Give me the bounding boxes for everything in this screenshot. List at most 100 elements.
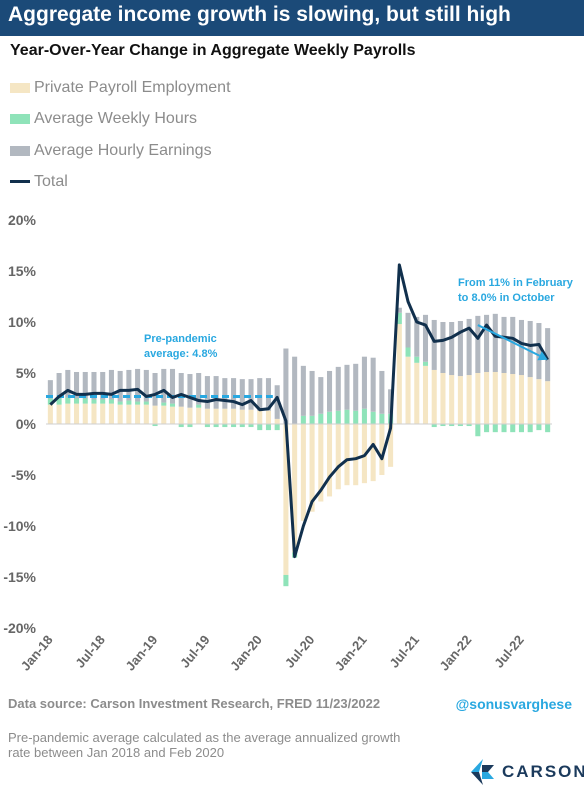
bar-employment	[440, 373, 446, 424]
bar-earnings	[169, 368, 176, 404]
bar-earnings	[178, 373, 184, 407]
bar-hours	[257, 424, 263, 431]
bar-employment	[82, 403, 88, 424]
bar-hours	[196, 404, 202, 408]
bar-hours	[318, 413, 324, 424]
bar-employment	[318, 424, 324, 502]
bar-employment	[353, 424, 359, 486]
bar-employment	[379, 424, 385, 475]
bar-employment	[457, 376, 463, 424]
bar-hours	[56, 398, 62, 405]
bar-employment	[248, 409, 254, 424]
bar-earnings	[370, 357, 376, 412]
bar-hours	[178, 424, 184, 428]
bar-employment	[475, 373, 481, 424]
bar-earnings	[91, 371, 97, 400]
bar-employment	[65, 403, 71, 424]
bar-employment	[484, 371, 490, 424]
author-handle[interactable]: @sonusvarghese	[455, 696, 572, 712]
bar-hours	[492, 424, 498, 433]
y-tick-label: 0%	[16, 416, 37, 432]
bar-employment	[501, 373, 507, 424]
bar-employment	[100, 403, 106, 424]
bar-employment	[283, 424, 289, 575]
bar-hours	[449, 424, 455, 427]
bar-hours	[361, 408, 367, 424]
bar-earnings	[475, 315, 481, 373]
bar-hours	[100, 399, 106, 404]
legend-swatch-hours	[10, 114, 30, 124]
x-tick-label: Jul-18	[72, 632, 108, 670]
bar-hours	[300, 415, 306, 424]
bar-earnings	[431, 319, 437, 370]
prepandemic-annotation-line2: average: 4.8%	[144, 348, 218, 360]
bars-group	[47, 307, 551, 587]
bar-employment	[536, 379, 542, 424]
bar-hours	[222, 424, 228, 428]
y-tick-label: -5%	[11, 467, 36, 483]
bar-hours	[231, 424, 237, 428]
bar-hours	[91, 399, 97, 404]
bar-earnings	[161, 368, 167, 403]
trend-arrow-line	[477, 324, 541, 357]
bar-employment	[213, 408, 219, 424]
bar-earnings	[74, 371, 80, 399]
bar-employment	[196, 407, 202, 424]
bar-hours	[414, 356, 420, 363]
bar-earnings	[396, 307, 402, 313]
bar-earnings	[56, 373, 62, 399]
x-tick-label: Jul-20	[282, 632, 318, 670]
bar-earnings	[196, 373, 202, 405]
y-tick-label: -15%	[3, 569, 36, 585]
x-tick-label: Jan-22	[436, 632, 474, 673]
bar-earnings	[327, 370, 333, 412]
x-tick-label: Jul-21	[386, 632, 422, 670]
bar-employment	[449, 375, 455, 424]
bar-employment	[91, 403, 97, 424]
bar-earnings	[422, 314, 429, 362]
bar-hours	[274, 424, 280, 431]
bar-employment	[300, 424, 306, 521]
bar-hours	[309, 415, 315, 424]
bar-employment	[257, 410, 263, 424]
bar-employment	[187, 407, 193, 424]
bar-hours	[370, 411, 376, 424]
bar-hours	[545, 424, 551, 433]
bar-earnings	[187, 374, 193, 408]
bar-earnings	[47, 380, 53, 399]
bar-employment	[527, 377, 533, 424]
bar-employment	[405, 356, 411, 424]
trend-annotation-line1: From 11% in February	[458, 277, 574, 289]
footnote: Pre-pandemic average calculated as the a…	[8, 730, 401, 760]
bar-hours	[169, 403, 176, 407]
bar-earnings	[222, 378, 228, 409]
legend-swatch-earnings	[10, 146, 30, 156]
carson-logo: CARSON	[468, 754, 584, 790]
y-tick-label: 5%	[16, 365, 37, 381]
bar-earnings	[492, 313, 498, 372]
bar-earnings	[152, 373, 158, 406]
bar-hours	[117, 401, 123, 405]
legend-swatch-employment	[10, 83, 30, 93]
bar-hours	[47, 398, 53, 405]
bar-hours	[518, 424, 524, 433]
bar-employment	[231, 408, 237, 424]
bar-earnings	[344, 364, 350, 410]
bar-hours	[466, 424, 472, 427]
bar-employment	[518, 375, 524, 424]
bar-employment	[335, 424, 341, 490]
bar-employment	[422, 365, 429, 424]
bar-hours	[379, 413, 385, 424]
bar-employment	[396, 324, 402, 424]
bar-employment	[161, 405, 167, 424]
bar-earnings	[65, 369, 71, 398]
bar-employment	[344, 424, 350, 486]
x-tick-label: Jan-21	[332, 632, 370, 673]
carson-logo-text: CARSON	[502, 762, 584, 781]
trend-annotation-line2: to 8.0% in October	[458, 292, 555, 304]
bar-employment	[492, 371, 498, 424]
bar-earnings	[414, 316, 420, 357]
bar-employment	[126, 404, 132, 424]
bar-earnings	[545, 328, 551, 382]
bar-earnings	[257, 378, 263, 411]
